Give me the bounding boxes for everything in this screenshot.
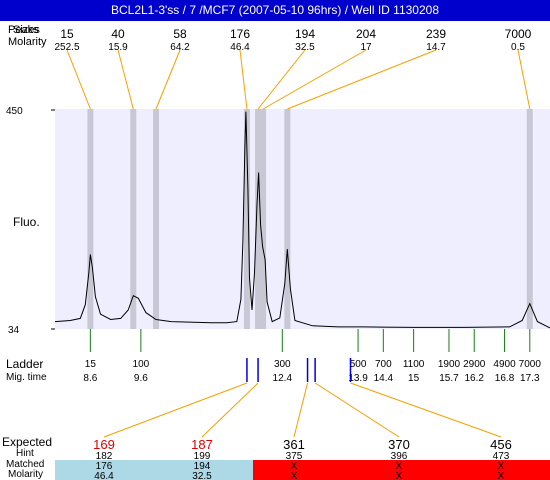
peak-marker-band (243, 109, 250, 329)
peak-molarity-label: 0.5 (511, 42, 525, 53)
ladder-time-label: 17.3 (520, 373, 540, 384)
peak-molarity-label: 15.9 (108, 42, 128, 53)
peak-callout-line (262, 49, 367, 110)
peak-molarity-label: 32.5 (295, 42, 315, 53)
peak-marker-band (284, 109, 291, 329)
peak-marker-band (130, 109, 137, 329)
expected-callout-line (201, 382, 259, 438)
expected-row-label: Expected (2, 435, 52, 449)
peak-callout-line (287, 49, 437, 110)
matched-value: X (396, 461, 403, 472)
expected-callout-line (350, 382, 502, 438)
peak-molarity-label: 252.5 (54, 42, 79, 53)
ladder-time-label: 9.6 (134, 373, 148, 384)
expected-size-value: 361 (283, 437, 305, 452)
matched-value: X (498, 461, 505, 472)
peak-molarity-label: 14.7 (426, 42, 446, 53)
chart-title: BCL2L1-3'ss / 7 /MCF7 (2007-05-10 96hrs)… (110, 3, 439, 17)
header-bar: BCL2L1-3'ss / 7 /MCF7 (2007-05-10 96hrs)… (0, 0, 550, 21)
y-tick-bottom: 34 (8, 325, 20, 336)
fluorescence-trace (54, 111, 550, 329)
peak-marker-band (153, 109, 160, 329)
peak-callout-line (239, 49, 248, 110)
ladder-time-label: 13.9 (348, 373, 368, 384)
peak-size-label: 15 (60, 27, 74, 41)
molarity-value: 46.4 (94, 471, 114, 480)
peak-callout-line (66, 49, 91, 110)
molarity-value: X (291, 471, 298, 480)
ladder-size-label: 2900 (463, 359, 486, 370)
peak-molarity-label: 46.4 (230, 42, 250, 53)
hint-row-label: Hint (16, 448, 34, 459)
molarity-bottom-row-label: Molarity (8, 469, 43, 480)
peak-size-label: 239 (426, 27, 446, 41)
peak-callout-line (155, 49, 181, 110)
matched-value: 194 (194, 461, 211, 472)
molarity-value: 32.5 (192, 471, 212, 480)
molarity-value: X (396, 471, 403, 480)
matched-row-label: Matched (6, 459, 44, 470)
ladder-time-label: 16.8 (495, 373, 515, 384)
ladder-time-label: 15.7 (439, 373, 459, 384)
ladder-time-label: 16.2 (465, 373, 485, 384)
matched-value: X (291, 461, 298, 472)
matched-value: 176 (96, 461, 113, 472)
hint-value: 375 (286, 451, 303, 462)
ladder-time-label: 8.6 (83, 373, 97, 384)
peak-size-label: 58 (173, 27, 187, 41)
ladder-size-label: 100 (133, 359, 150, 370)
ladder-size-label: 15 (85, 359, 97, 370)
expected-size-value: 169 (93, 437, 115, 452)
expected-size-value: 187 (191, 437, 213, 452)
expected-size-value: 456 (490, 437, 512, 452)
expected-callout-line (103, 382, 248, 438)
peaks-row-label: Peaks (8, 24, 39, 36)
ladder-size-label: 300 (274, 359, 291, 370)
peak-molarity-label: 17 (360, 42, 372, 53)
ladder-size-label: 700 (375, 359, 392, 370)
hint-value: 473 (493, 451, 510, 462)
ladder-size-label: 500 (350, 359, 367, 370)
ladder-size-label: 1100 (403, 359, 425, 370)
peak-marker-band (87, 109, 94, 329)
peak-callout-line (257, 49, 306, 110)
hint-value: 396 (391, 451, 408, 462)
molarity-row-label: Molarity (8, 36, 47, 48)
peak-marker-band (255, 109, 262, 329)
peak-callout-line (117, 49, 134, 110)
hint-value: 182 (96, 451, 113, 462)
ladder-time-label: 15 (408, 373, 420, 384)
peak-marker-band (260, 109, 267, 329)
peak-molarity-label: 64.2 (170, 42, 190, 53)
peak-size-label: 204 (356, 27, 376, 41)
matched-band (55, 460, 253, 480)
expected-callout-line (314, 382, 400, 438)
y-tick-top: 450 (6, 106, 23, 117)
ladder-size-label: 4900 (493, 359, 516, 370)
peak-marker-band (526, 109, 533, 329)
molarity-value: X (498, 471, 505, 480)
migtime-row-label: Mig. time (6, 372, 47, 383)
peak-size-label: 194 (295, 27, 315, 41)
plot-area (55, 109, 550, 329)
peak-size-label: 176 (230, 27, 250, 41)
hint-value: 199 (194, 451, 211, 462)
ladder-time-label: 12.4 (273, 373, 293, 384)
sizes-row-label: Sizes (13, 24, 40, 36)
unmatched-band (253, 460, 550, 480)
ladder-size-label: 1900 (438, 359, 461, 370)
peak-callout-line (517, 49, 531, 110)
peak-size-label: 40 (111, 27, 125, 41)
ladder-row-label: Ladder (6, 357, 43, 371)
ladder-time-label: 14.4 (374, 373, 394, 384)
y-axis-label: Fluo. (13, 215, 40, 229)
expected-callout-line (293, 382, 309, 438)
expected-size-value: 370 (388, 437, 410, 452)
peak-size-label: 7000 (505, 27, 532, 41)
ladder-size-label: 7000 (519, 359, 542, 370)
